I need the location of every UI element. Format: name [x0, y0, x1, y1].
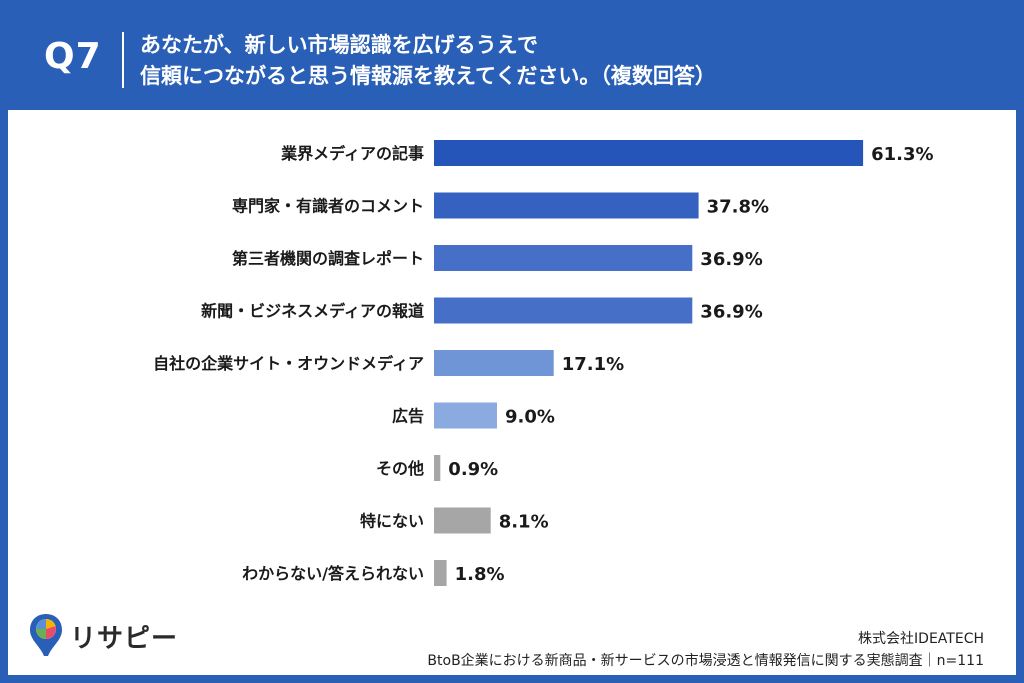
category-label: 自社の企業サイト・オウンドメディア — [153, 354, 424, 373]
question-number: Q7 — [44, 36, 102, 77]
bar — [434, 507, 491, 534]
chart-card: 業界メディアの記事 61.3% 専門家・有識者のコメント 37.8% 第三者機関の調査レ… — [8, 110, 1016, 675]
category-label: その他 — [376, 459, 424, 478]
category-label: 業界メディアの記事 — [280, 144, 424, 163]
value-label: 36.9% — [700, 249, 762, 270]
question-title-line-1: あなたが、新しい市場認識を広げるうえで — [140, 33, 538, 57]
category-label: 専門家・有識者のコメント — [232, 197, 424, 216]
brand-logo-text: リサピー — [70, 624, 179, 654]
value-label: 9.0% — [505, 407, 555, 428]
bar — [434, 560, 447, 586]
header-divider — [122, 32, 124, 88]
survey-info: BtoB企業における新商品・新サービスの市場浸透と情報発信に関する実態調査｜n=… — [427, 653, 984, 669]
bar — [434, 245, 693, 271]
value-label: 36.9% — [700, 302, 762, 323]
category-label: 広告 — [392, 407, 424, 426]
category-label: 第三者機関の調査レポート — [232, 249, 424, 268]
value-label: 37.8% — [707, 197, 769, 218]
bar — [434, 402, 497, 429]
bar — [434, 140, 864, 166]
pin-logo-icon — [30, 614, 62, 656]
value-label: 17.1% — [562, 354, 624, 375]
bar — [434, 455, 441, 481]
brand-logo: リサピー — [26, 610, 186, 660]
question-title-line-2: 信頼につながると思う情報源を教えてください。（複数回答） — [140, 64, 716, 88]
value-label: 0.9% — [448, 459, 498, 480]
company-name: 株式会社IDEATECH — [858, 631, 984, 647]
header: Q7 あなたが、新しい市場認識を広げるうえで 信頼につながると思う情報源を教えて… — [0, 0, 1024, 110]
category-label: わからない/答えられない — [242, 564, 424, 583]
question-title: あなたが、新しい市場認識を広げるうえで 信頼につながると思う情報源を教えてくださ… — [140, 30, 716, 92]
value-label: 1.8% — [455, 564, 505, 585]
bar — [434, 192, 699, 219]
value-label: 8.1% — [499, 512, 549, 533]
value-label: 61.3% — [871, 144, 933, 165]
bar-chart: 業界メディアの記事 61.3% 専門家・有識者のコメント 37.8% 第三者機関の調査レ… — [153, 140, 934, 586]
category-label: 特にない — [360, 512, 424, 531]
bar — [434, 297, 693, 324]
bar — [434, 350, 554, 376]
category-label: 新聞・ビジネスメディアの報道 — [201, 302, 424, 321]
